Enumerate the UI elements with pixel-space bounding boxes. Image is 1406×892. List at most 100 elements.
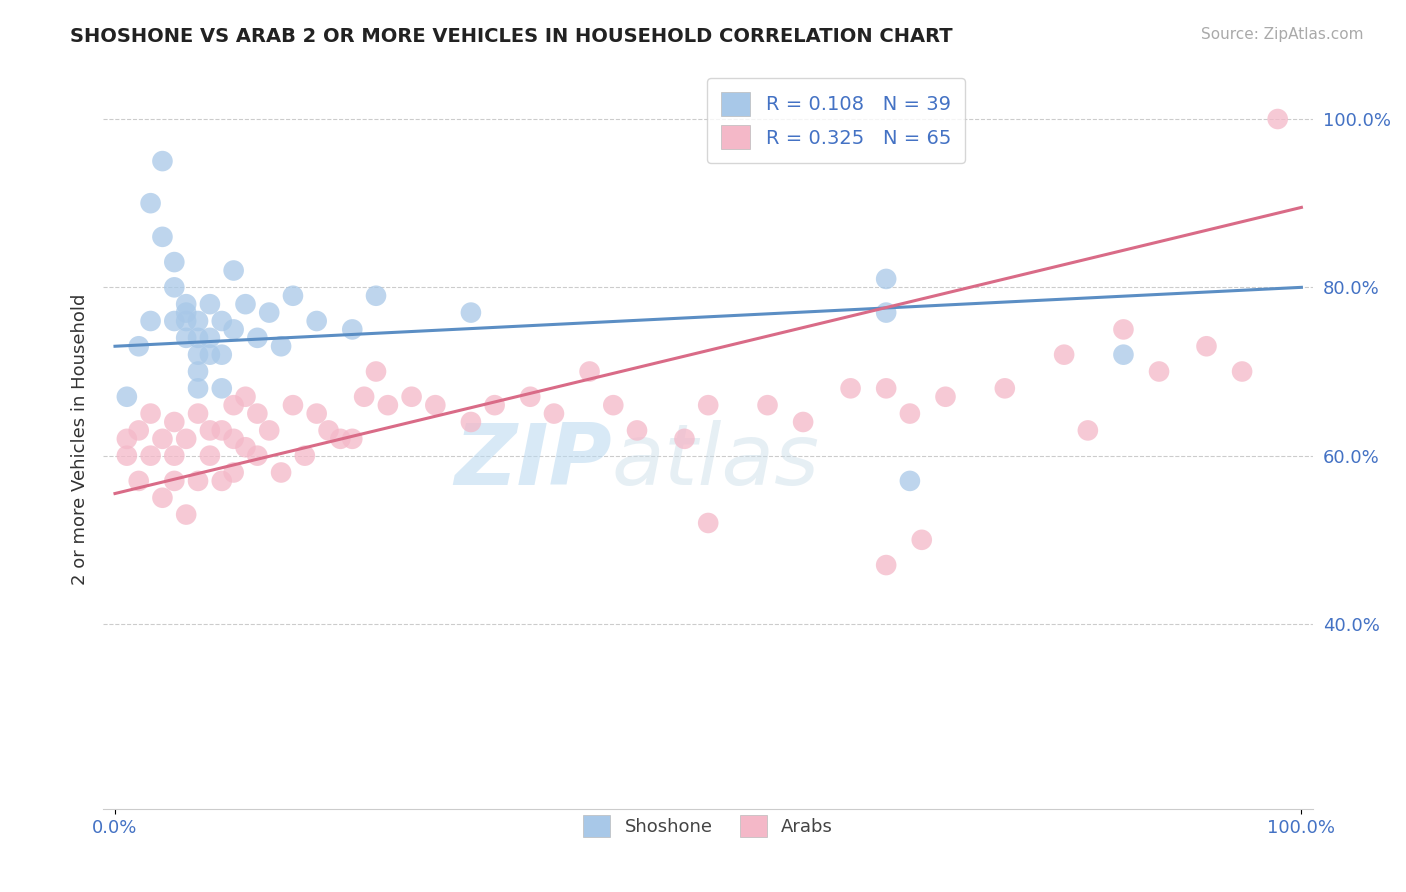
Point	[1230, 364, 1253, 378]
Point	[898, 474, 921, 488]
Point	[235, 440, 257, 454]
Point	[377, 398, 399, 412]
Point	[128, 339, 150, 353]
Point	[235, 297, 257, 311]
Point	[198, 297, 221, 311]
Point	[697, 516, 720, 530]
Point	[1112, 348, 1135, 362]
Point	[401, 390, 423, 404]
Point	[875, 558, 897, 572]
Point	[139, 314, 162, 328]
Point	[626, 424, 648, 438]
Point	[211, 381, 233, 395]
Point	[342, 432, 364, 446]
Point	[257, 424, 280, 438]
Point	[163, 314, 186, 328]
Text: SHOSHONE VS ARAB 2 OR MORE VEHICLES IN HOUSEHOLD CORRELATION CHART: SHOSHONE VS ARAB 2 OR MORE VEHICLES IN H…	[70, 27, 953, 45]
Point	[163, 474, 186, 488]
Point	[305, 314, 328, 328]
Point	[174, 305, 197, 319]
Legend: Shoshone, Arabs: Shoshone, Arabs	[576, 808, 841, 845]
Point	[673, 432, 696, 446]
Point	[163, 255, 186, 269]
Point	[1195, 339, 1218, 353]
Point	[235, 390, 257, 404]
Point	[839, 381, 862, 395]
Point	[174, 314, 197, 328]
Text: atlas: atlas	[612, 419, 820, 502]
Point	[174, 432, 197, 446]
Point	[246, 331, 269, 345]
Point	[246, 407, 269, 421]
Point	[128, 424, 150, 438]
Point	[364, 289, 387, 303]
Point	[211, 314, 233, 328]
Point	[174, 331, 197, 345]
Point	[115, 432, 138, 446]
Point	[1077, 424, 1099, 438]
Point	[139, 196, 162, 211]
Point	[222, 432, 245, 446]
Point	[257, 305, 280, 319]
Point	[281, 289, 304, 303]
Point	[318, 424, 340, 438]
Point	[163, 415, 186, 429]
Point	[875, 305, 897, 319]
Point	[1112, 322, 1135, 336]
Point	[187, 348, 209, 362]
Point	[163, 280, 186, 294]
Point	[329, 432, 352, 446]
Point	[187, 474, 209, 488]
Point	[934, 390, 956, 404]
Point	[294, 449, 316, 463]
Point	[484, 398, 506, 412]
Point	[246, 449, 269, 463]
Point	[115, 449, 138, 463]
Point	[139, 449, 162, 463]
Point	[222, 322, 245, 336]
Point	[270, 466, 292, 480]
Point	[211, 348, 233, 362]
Point	[128, 474, 150, 488]
Point	[198, 424, 221, 438]
Point	[198, 348, 221, 362]
Point	[364, 364, 387, 378]
Point	[198, 449, 221, 463]
Point	[1147, 364, 1170, 378]
Point	[270, 339, 292, 353]
Point	[187, 331, 209, 345]
Point	[187, 364, 209, 378]
Point	[174, 297, 197, 311]
Point	[425, 398, 447, 412]
Point	[152, 230, 174, 244]
Point	[222, 466, 245, 480]
Point	[174, 508, 197, 522]
Point	[187, 381, 209, 395]
Point	[115, 390, 138, 404]
Text: Source: ZipAtlas.com: Source: ZipAtlas.com	[1201, 27, 1364, 42]
Point	[222, 263, 245, 277]
Point	[152, 432, 174, 446]
Point	[281, 398, 304, 412]
Point	[163, 449, 186, 463]
Point	[911, 533, 934, 547]
Point	[353, 390, 375, 404]
Point	[187, 407, 209, 421]
Point	[222, 398, 245, 412]
Point	[994, 381, 1017, 395]
Point	[578, 364, 600, 378]
Text: ZIP: ZIP	[454, 419, 612, 502]
Point	[152, 154, 174, 169]
Y-axis label: 2 or more Vehicles in Household: 2 or more Vehicles in Household	[72, 293, 89, 584]
Point	[602, 398, 624, 412]
Point	[543, 407, 565, 421]
Point	[187, 314, 209, 328]
Point	[898, 407, 921, 421]
Point	[460, 305, 482, 319]
Point	[211, 474, 233, 488]
Point	[519, 390, 541, 404]
Point	[198, 331, 221, 345]
Point	[152, 491, 174, 505]
Point	[792, 415, 814, 429]
Point	[697, 398, 720, 412]
